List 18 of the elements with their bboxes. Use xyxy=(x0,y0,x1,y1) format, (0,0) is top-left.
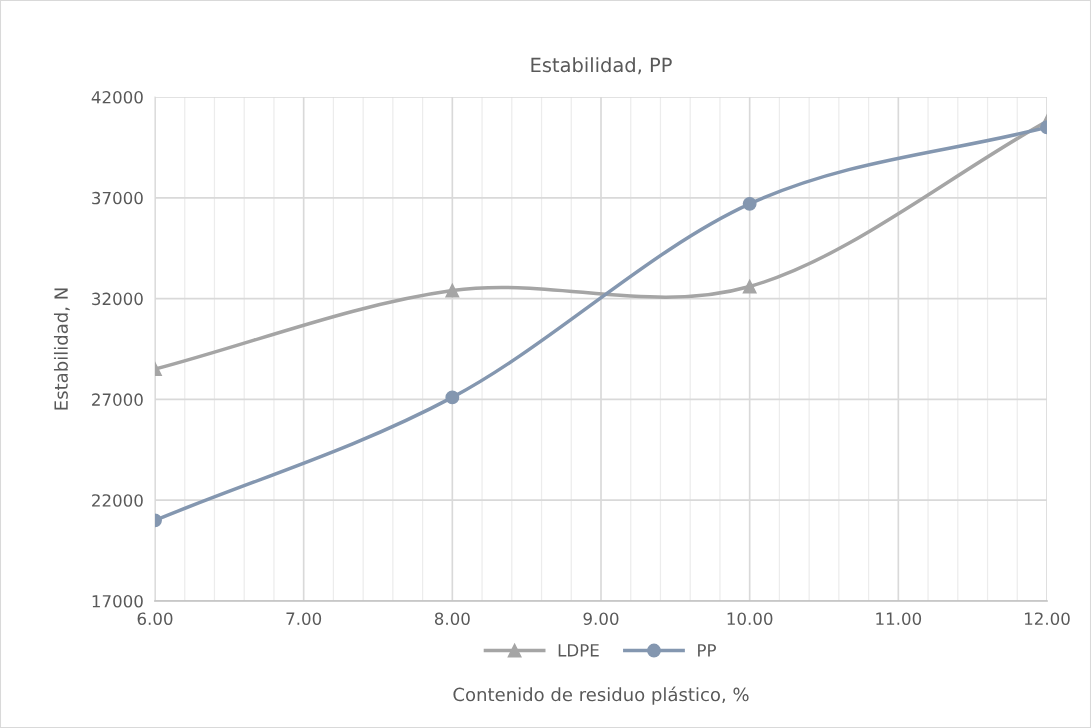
x-tick-label: 9.00 xyxy=(583,612,619,626)
legend-label: LDPE xyxy=(558,644,599,657)
x-axis-title: Contenido de residuo plástico, % xyxy=(453,686,749,705)
y-tick-label: 37000 xyxy=(92,191,143,205)
x-tick-label: 12.00 xyxy=(1024,612,1070,626)
legend-label: PP xyxy=(698,644,716,657)
y-tick-label: 42000 xyxy=(91,90,143,104)
y-tick-label: 17000 xyxy=(92,594,143,608)
x-tick-label: 11.00 xyxy=(876,612,922,626)
x-tick-label: 6.00 xyxy=(137,612,173,626)
y-axis-title: Estabilidad, N xyxy=(53,288,70,410)
x-tick-label: 7.00 xyxy=(286,612,322,626)
chart-title: Estabilidad, PP xyxy=(531,57,672,75)
y-tick-label: 27000 xyxy=(92,393,143,406)
x-tick-label: 10.00 xyxy=(727,612,773,626)
y-tick-label: 22000 xyxy=(92,494,143,507)
y-tick-label: 32000 xyxy=(92,292,143,306)
x-tick-label: 8.00 xyxy=(434,612,470,626)
